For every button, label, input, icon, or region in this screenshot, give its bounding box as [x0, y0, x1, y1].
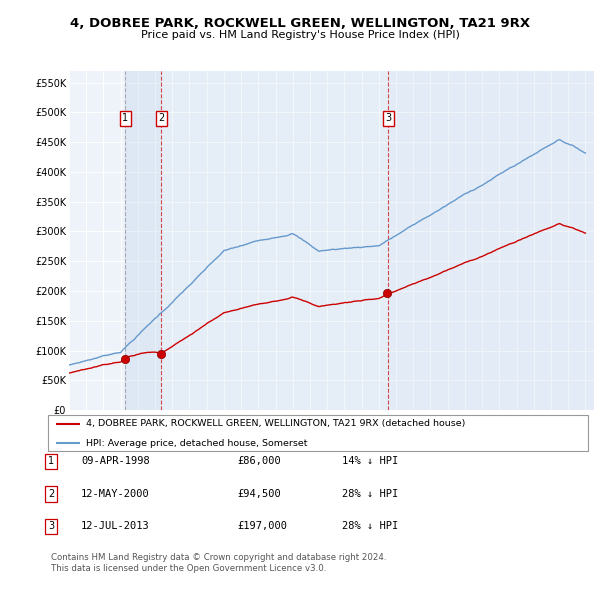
Text: Price paid vs. HM Land Registry's House Price Index (HPI): Price paid vs. HM Land Registry's House …: [140, 30, 460, 40]
Text: 3: 3: [48, 522, 54, 531]
Text: 12-MAY-2000: 12-MAY-2000: [81, 489, 150, 499]
Text: 09-APR-1998: 09-APR-1998: [81, 457, 150, 466]
Text: 2: 2: [48, 489, 54, 499]
Text: £86,000: £86,000: [237, 457, 281, 466]
Text: 2: 2: [158, 113, 164, 123]
Text: £197,000: £197,000: [237, 522, 287, 531]
Text: 12-JUL-2013: 12-JUL-2013: [81, 522, 150, 531]
Text: 3: 3: [385, 113, 391, 123]
Text: 4, DOBREE PARK, ROCKWELL GREEN, WELLINGTON, TA21 9RX (detached house): 4, DOBREE PARK, ROCKWELL GREEN, WELLINGT…: [86, 419, 465, 428]
FancyBboxPatch shape: [48, 415, 588, 451]
Bar: [388, 71, 594, 410]
Text: 1: 1: [48, 457, 54, 466]
Text: 4, DOBREE PARK, ROCKWELL GREEN, WELLINGTON, TA21 9RX: 4, DOBREE PARK, ROCKWELL GREEN, WELLINGT…: [70, 17, 530, 30]
Bar: [125, 71, 161, 410]
Text: 28% ↓ HPI: 28% ↓ HPI: [342, 489, 398, 499]
Text: 1: 1: [122, 113, 128, 123]
Text: HPI: Average price, detached house, Somerset: HPI: Average price, detached house, Some…: [86, 439, 307, 448]
Text: 28% ↓ HPI: 28% ↓ HPI: [342, 522, 398, 531]
Text: 14% ↓ HPI: 14% ↓ HPI: [342, 457, 398, 466]
Text: Contains HM Land Registry data © Crown copyright and database right 2024.
This d: Contains HM Land Registry data © Crown c…: [51, 553, 386, 573]
Text: £94,500: £94,500: [237, 489, 281, 499]
Bar: [161, 71, 388, 410]
